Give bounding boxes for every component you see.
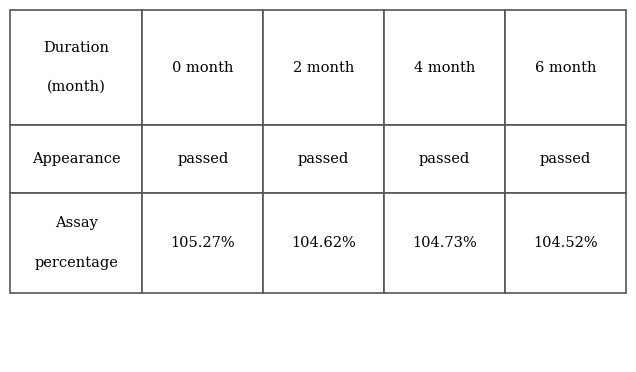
Bar <box>142 125 263 193</box>
Text: 104.52%: 104.52% <box>533 236 598 250</box>
Text: 0 month: 0 month <box>172 61 233 74</box>
Bar <box>10 193 142 293</box>
Bar <box>504 125 626 193</box>
Bar <box>384 193 504 293</box>
Text: 104.73%: 104.73% <box>412 236 476 250</box>
Bar <box>384 10 504 125</box>
Bar <box>263 10 384 125</box>
Text: passed: passed <box>418 152 470 166</box>
Bar <box>504 193 626 293</box>
Text: 104.62%: 104.62% <box>291 236 356 250</box>
Text: 2 month: 2 month <box>293 61 354 74</box>
Bar <box>142 10 263 125</box>
Bar <box>142 193 263 293</box>
Text: Appearance: Appearance <box>32 152 121 166</box>
Text: 6 month: 6 month <box>535 61 596 74</box>
Text: Assay

percentage: Assay percentage <box>34 217 118 269</box>
Bar <box>10 125 142 193</box>
Text: Duration

(month): Duration (month) <box>43 41 109 94</box>
Text: 105.27%: 105.27% <box>170 236 235 250</box>
Bar <box>504 10 626 125</box>
Bar <box>384 125 504 193</box>
Bar <box>263 125 384 193</box>
Bar <box>10 10 142 125</box>
Text: passed: passed <box>540 152 591 166</box>
Text: passed: passed <box>177 152 228 166</box>
Text: passed: passed <box>298 152 349 166</box>
Bar <box>263 193 384 293</box>
Text: 4 month: 4 month <box>413 61 475 74</box>
